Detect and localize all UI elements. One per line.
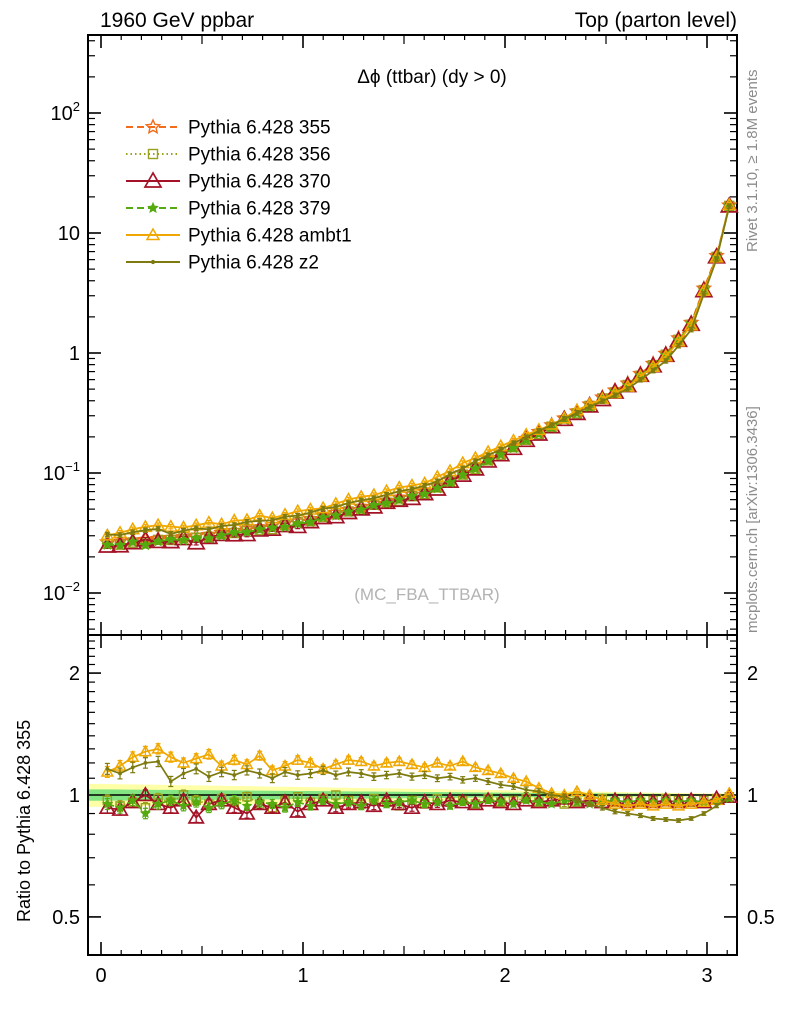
main-panel-series — [97, 196, 739, 553]
main-y-tick-label: 10 — [58, 223, 80, 245]
main-series-pythia-6-428-z2 — [104, 203, 732, 538]
legend-label: Pythia 6.428 ambt1 — [188, 226, 352, 247]
ratio-series-pythia-6-428-z2 — [104, 755, 732, 823]
ratio-y-tick-label-right: 2 — [747, 663, 758, 685]
main-y-tick-label: 1 — [69, 343, 80, 365]
legend-item-pythia-6-428-355: Pythia 6.428 355 — [126, 118, 331, 139]
x-tick-label: 1 — [297, 965, 308, 987]
legend-label: Pythia 6.428 370 — [188, 172, 331, 193]
legend-item-pythia-6-428-ambt1: Pythia 6.428 ambt1 — [126, 226, 352, 247]
legend-item-pythia-6-428-370: Pythia 6.428 370 — [126, 171, 331, 193]
axes-and-ticks: 0 1 2 3 102 10 1 10−1 10−2 0.5 0.5 1 1 2 2 — [43, 34, 775, 987]
ratio-panel-frame — [87, 634, 738, 956]
main-y-tick-label: 10−1 — [43, 459, 80, 485]
ratio-y-tick-label-left: 0.5 — [52, 907, 80, 929]
x-tick-label: 0 — [95, 965, 106, 987]
watermark-analysis-id: (MC_FBA_TTBAR) — [354, 585, 499, 604]
ratio-series-pythia-6-428-ambt1 — [100, 741, 736, 811]
x-tick-label: 2 — [499, 965, 510, 987]
legend-label: Pythia 6.428 z2 — [188, 253, 319, 274]
ratio-y-axis-label: Ratio to Pythia 6.428 355 — [14, 720, 34, 922]
legend-item-pythia-6-428-379: Pythia 6.428 379 — [126, 199, 331, 220]
plot-title: Δϕ (ttbar) (dy > 0) — [357, 67, 507, 88]
legend-label: Pythia 6.428 379 — [188, 199, 331, 220]
header-analysis-title: Top (parton level) — [575, 9, 737, 32]
legend-item-pythia-6-428-356: Pythia 6.428 356 — [126, 145, 331, 166]
main-y-tick-label: 10−2 — [43, 579, 80, 605]
x-tick-label: 3 — [701, 965, 712, 987]
ratio-y-tick-label-left: 2 — [69, 663, 80, 685]
legend-item-pythia-6-428-z2: Pythia 6.428 z2 — [126, 253, 319, 274]
main-y-tick-label: 102 — [51, 99, 80, 125]
legend: Pythia 6.428 355 Pythia 6.428 356 Pythia 6… — [126, 118, 352, 274]
ratio-panel-series — [98, 741, 738, 824]
ratio-y-tick-label-right: 0.5 — [747, 907, 775, 929]
ratio-y-tick-label-right: 1 — [747, 785, 758, 807]
ratio-y-tick-label-left: 1 — [69, 785, 80, 807]
mcplots-arxiv-text: mcplots.cern.ch [arXiv:1306.3436] — [744, 406, 761, 633]
tick-marks — [88, 35, 737, 955]
rivet-version-text: Rivet 3.1.10, ≥ 1.8M events — [744, 70, 761, 253]
header-beam-energy: 1960 GeV ppbar — [100, 9, 254, 32]
main-series-pythia-6-428-ambt1 — [100, 197, 737, 541]
legend-label: Pythia 6.428 355 — [188, 118, 331, 139]
legend-label: Pythia 6.428 356 — [188, 145, 331, 166]
